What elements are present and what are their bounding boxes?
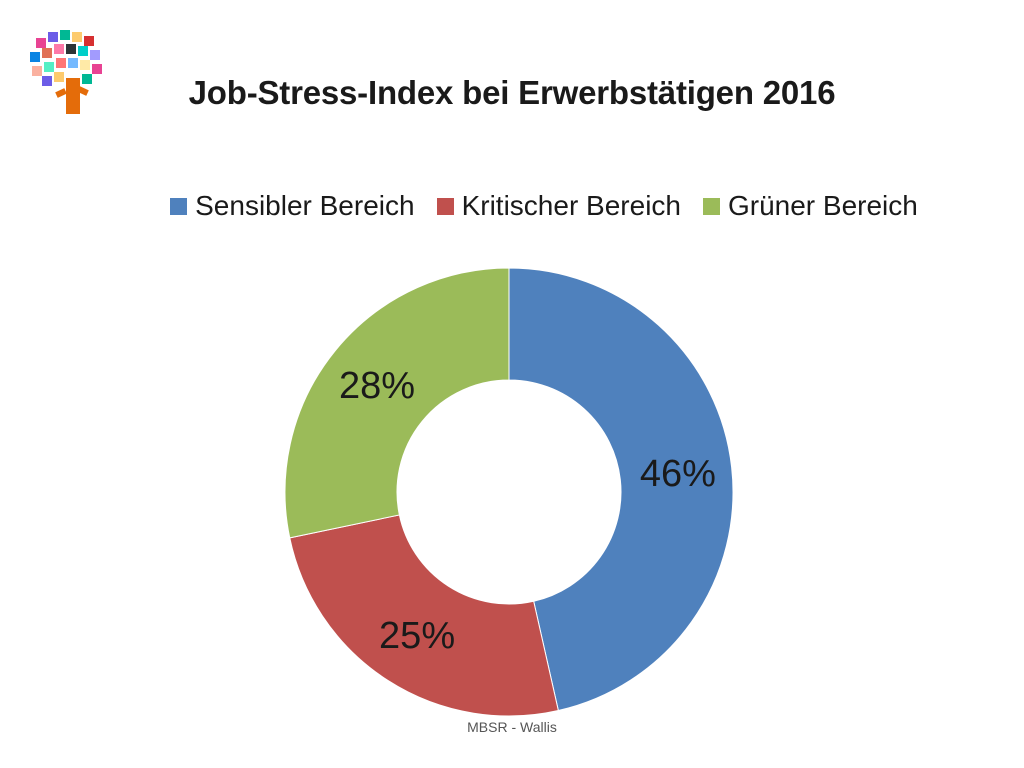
donut-slice-sensibler [508,267,734,712]
legend-swatch-gruener [702,197,720,215]
legend-swatch-sensibler [170,197,188,215]
tree-logo-icon [30,30,102,114]
legend-item-gruener: Grüner Bereich [702,190,918,222]
legend-swatch-kritischer [436,197,454,215]
legend-label-kritischer: Kritischer Bereich [461,190,681,221]
donut-slice-gruener [284,267,510,539]
legend-item-kritischer: Kritischer Bereich [436,190,681,222]
legend-item-sensibler: Sensibler Bereich [170,190,415,222]
legend-label-sensibler: Sensibler Bereich [195,190,415,221]
legend-label-gruener: Grüner Bereich [727,190,918,221]
data-label-gruener: 28% [339,365,415,407]
chart-legend: Sensibler Bereich Kritischer Bereich Grü… [0,190,1024,222]
data-label-kritischer: 25% [379,615,455,657]
footer-text: MBSR - Wallis [467,719,557,735]
chart-title: Job-Stress-Index bei Erwerbstätigen 2016 [188,74,836,111]
donut-slice-kritischer [289,514,559,717]
data-label-sensibler: 46% [640,453,716,495]
